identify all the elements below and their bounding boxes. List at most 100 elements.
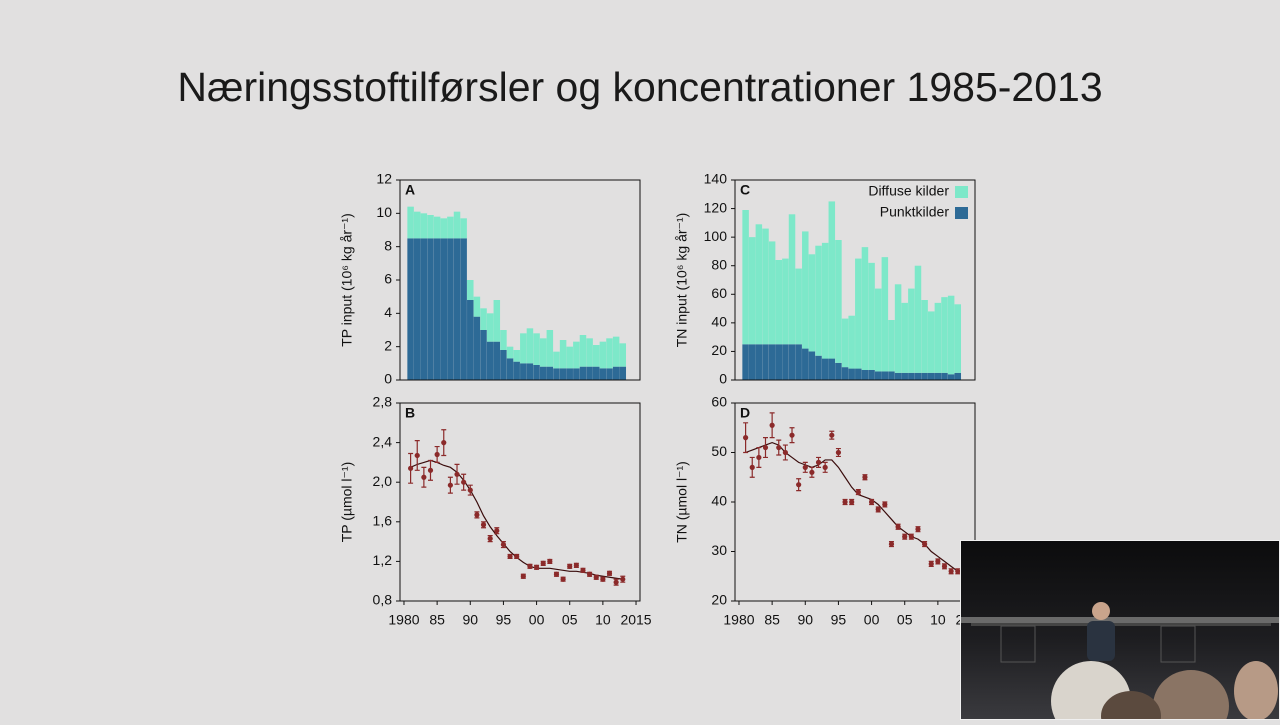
data-point — [573, 562, 579, 568]
bar-segment — [526, 328, 534, 364]
data-point — [613, 579, 619, 585]
y-tick-label: 60 — [711, 394, 727, 410]
bar-segment — [599, 368, 607, 380]
bar-segment — [500, 330, 507, 350]
x-tick-label: 00 — [529, 612, 545, 628]
audience — [1153, 670, 1229, 719]
plot-frame — [734, 179, 976, 381]
data-point — [500, 541, 507, 548]
bar-segment — [861, 370, 869, 380]
data-point — [527, 563, 533, 569]
data-point — [809, 469, 815, 475]
y-tick-label: 1,6 — [373, 513, 393, 529]
data-point — [560, 576, 566, 582]
bar-segment — [447, 216, 454, 239]
bar-segment — [775, 344, 783, 380]
bar-segment — [848, 315, 855, 369]
bar-segment — [486, 313, 494, 342]
bar-segment — [573, 341, 580, 369]
bar-segment — [506, 346, 514, 359]
y-tick-label: 40 — [711, 493, 727, 509]
bar-segment — [612, 336, 620, 367]
bar-segment — [533, 365, 540, 380]
bar-segment — [748, 344, 756, 380]
legend-label: Diffuse kilder — [868, 183, 949, 199]
x-tick-label: 10 — [595, 612, 611, 628]
data-point — [480, 522, 487, 528]
panel: 0,8 1,2 1,6 2,0 2,4 2,8 1980 85 90 95 00 05 10 2015 TP… — [339, 394, 652, 628]
trend-line — [745, 441, 959, 572]
plot-frame — [399, 402, 641, 602]
bar-segment — [755, 224, 763, 345]
bar-segment — [586, 338, 593, 367]
data-point — [895, 524, 901, 530]
y-tick-label: 40 — [711, 314, 727, 330]
bar-segment — [453, 238, 461, 380]
bar-segment — [566, 368, 573, 380]
bar-segment — [447, 238, 454, 380]
y-tick-label: 2,0 — [373, 473, 393, 489]
y-tick-label: 30 — [711, 542, 727, 558]
data-point — [882, 501, 888, 508]
bar-segment — [592, 345, 600, 367]
bar-segment — [586, 366, 593, 380]
data-point — [802, 464, 808, 470]
bar-segment — [467, 300, 474, 380]
bar-segment — [762, 344, 769, 380]
bar-segment — [802, 231, 809, 349]
y-tick-label: 0,8 — [373, 592, 393, 608]
y-axis-label: TN input (10⁶ kg år⁻¹) — [674, 213, 690, 348]
x-tick-label: 90 — [462, 612, 478, 628]
speaker-video — [960, 540, 1280, 720]
y-tick-label: 0 — [719, 371, 727, 387]
bar-segment — [888, 371, 895, 380]
y-tick-label: 50 — [711, 443, 727, 459]
data-point — [928, 561, 934, 567]
bar-segment — [546, 330, 554, 367]
bar-segment — [473, 316, 481, 380]
trend-line — [410, 459, 623, 580]
bar-segment — [815, 245, 822, 356]
bar-segment — [579, 335, 587, 367]
bar-segment — [493, 341, 501, 380]
bar-segment — [821, 358, 829, 380]
panel: 203040506019808590950005102015TN (µmol l… — [674, 394, 987, 628]
data-point — [408, 465, 414, 471]
data-point — [842, 499, 848, 505]
data-point — [868, 499, 875, 505]
bar-segment — [433, 216, 441, 239]
bar-segment — [460, 238, 467, 380]
bar-segment — [934, 302, 942, 373]
bar-segment — [808, 254, 816, 352]
bar-segment — [427, 215, 434, 239]
data-point — [922, 541, 928, 547]
y-axis-label: TN (µmol l⁻¹) — [674, 461, 690, 543]
data-point — [580, 567, 586, 573]
bar-segment — [861, 247, 869, 370]
bar-segment — [914, 265, 922, 373]
bar-segment — [460, 218, 467, 239]
data-point — [567, 563, 573, 569]
bar-segment — [413, 211, 421, 239]
bar-segment — [606, 338, 613, 369]
bar-segment — [755, 344, 763, 380]
bar-segment — [874, 371, 882, 380]
data-point — [533, 564, 540, 570]
chair — [1000, 625, 1036, 663]
y-tick-label: 8 — [384, 237, 392, 253]
bar-segment — [539, 366, 547, 380]
y-tick-label: 1,2 — [373, 552, 393, 568]
data-point — [908, 534, 914, 540]
data-point — [494, 528, 500, 534]
bar-segment — [526, 363, 534, 380]
bar-segment — [619, 366, 627, 380]
stage-table — [961, 617, 1279, 623]
y-tick-label: 10 — [376, 204, 392, 220]
y-tick-label: 4 — [384, 304, 392, 320]
video-frame — [961, 602, 1279, 719]
data-point — [862, 474, 868, 480]
bar-segment — [559, 340, 567, 369]
data-point — [467, 487, 473, 493]
bar-segment — [828, 201, 836, 359]
y-tick-label: 20 — [711, 592, 727, 608]
